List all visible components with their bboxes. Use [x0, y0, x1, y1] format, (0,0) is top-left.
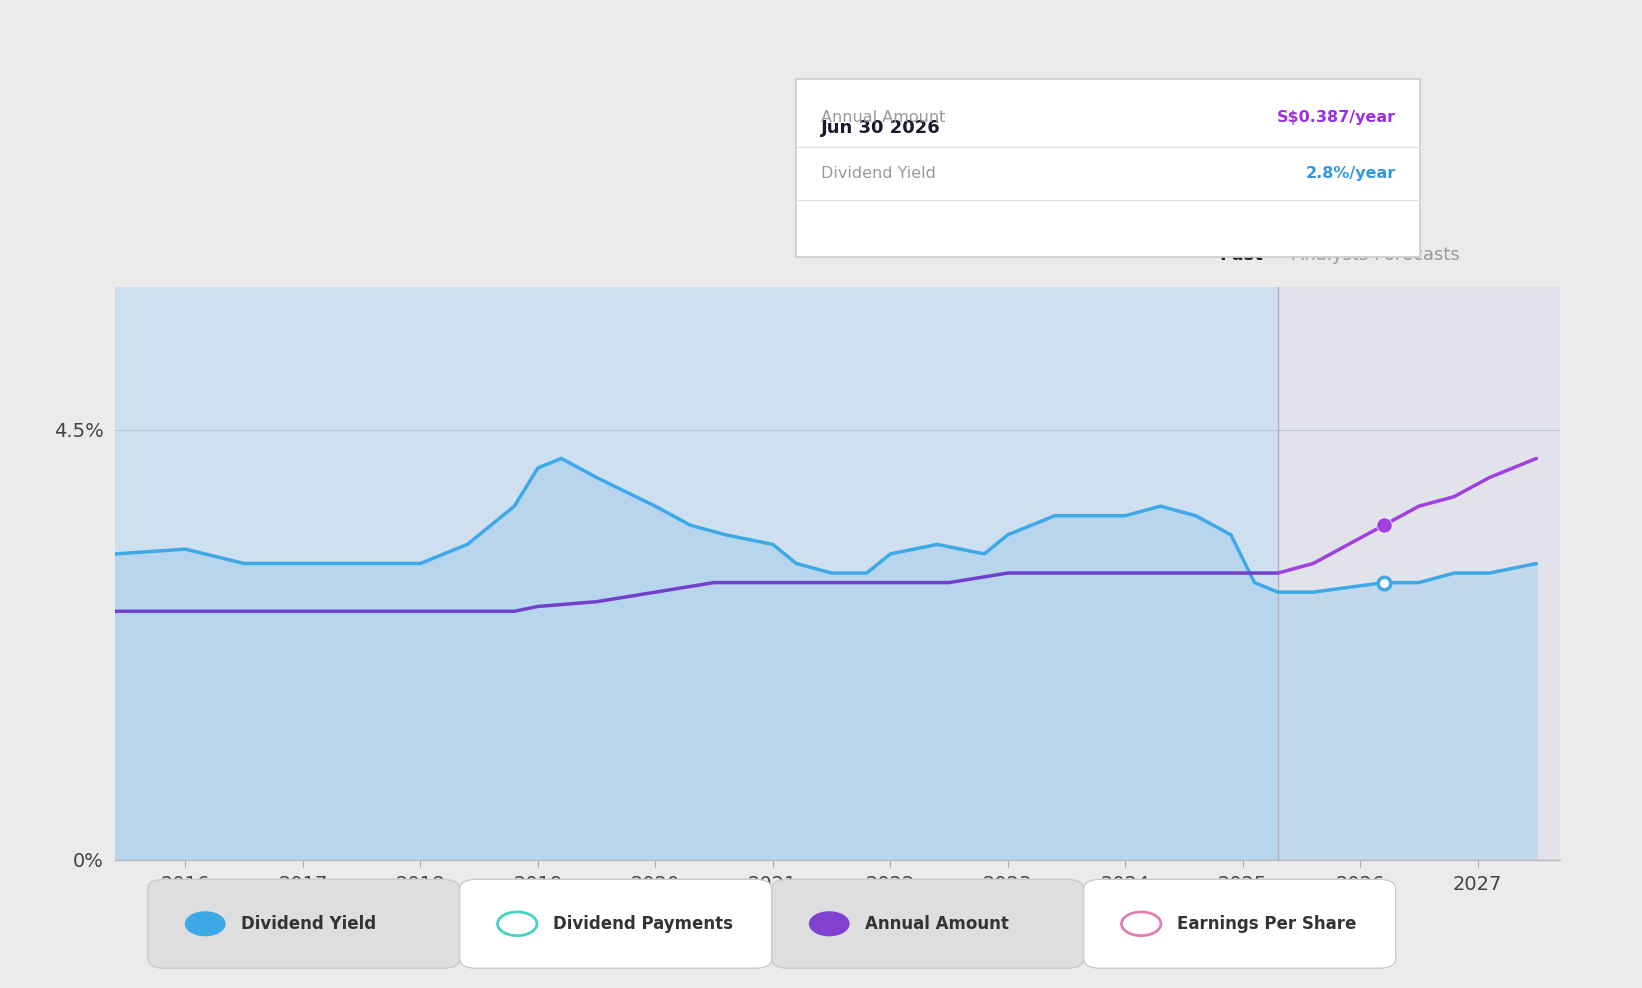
- Text: Dividend Yield: Dividend Yield: [821, 166, 936, 181]
- Text: Dividend Payments: Dividend Payments: [553, 915, 734, 933]
- Text: Past: Past: [1220, 246, 1263, 264]
- Text: Dividend Yield: Dividend Yield: [241, 915, 376, 933]
- Text: Annual Amount: Annual Amount: [865, 915, 1010, 933]
- Text: S$0.387/year: S$0.387/year: [1276, 111, 1396, 125]
- Text: 2.8%/year: 2.8%/year: [1305, 166, 1396, 181]
- Text: Earnings Per Share: Earnings Per Share: [1177, 915, 1356, 933]
- Text: Analysts Forecasts: Analysts Forecasts: [1292, 246, 1460, 264]
- Text: Annual Amount: Annual Amount: [821, 111, 946, 125]
- Bar: [1277, 287, 1560, 860]
- Text: Jun 30 2026: Jun 30 2026: [821, 119, 941, 136]
